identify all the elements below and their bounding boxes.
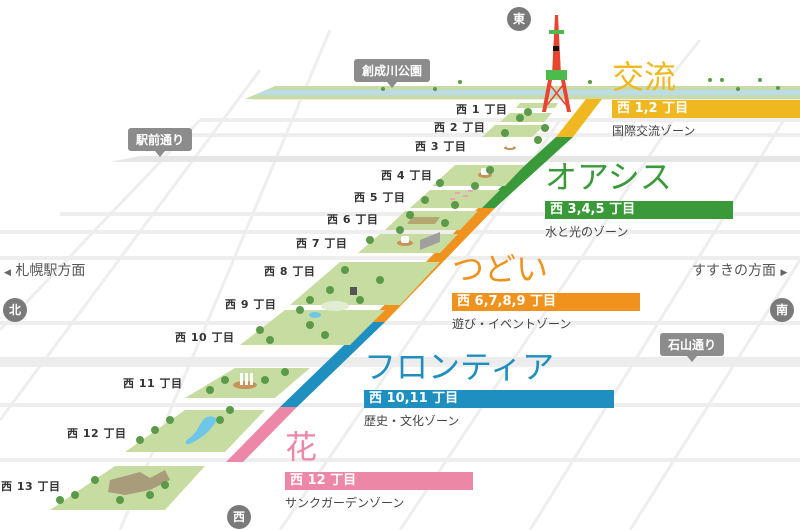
zone-title: つどい <box>452 250 549 288</box>
zone-title: オアシス <box>545 158 672 196</box>
block-label: 西 11 丁目 <box>123 377 183 390</box>
block-label: 西 4 丁目 <box>381 169 433 182</box>
arrow-right-icon: ▶ <box>780 268 788 278</box>
zone-tsudoi: つどい 西 6,7,8,9 丁目 遊び・イベントゾーン <box>452 252 640 332</box>
to-susukino-label: すすきの方面 ▶ <box>692 263 788 279</box>
trees <box>56 108 549 504</box>
zone-blocks-bar: 西 1,2 丁目 <box>612 100 800 118</box>
zone-description: サンクガーデンゾーン <box>285 496 405 510</box>
block-label: 西 9 丁目 <box>225 298 277 311</box>
arrow-left-icon: ◀ <box>4 268 11 278</box>
block-label: 西 6 丁目 <box>327 213 379 226</box>
riverside-trees <box>381 78 780 91</box>
block-label: 西 13 丁目 <box>1 480 61 493</box>
zone-title: フロンティア <box>364 348 555 386</box>
block-label: 西 7 丁目 <box>296 237 348 250</box>
ishiyama-dori-callout: 石山通り <box>660 333 725 362</box>
block-label: 西 10 丁目 <box>175 331 235 344</box>
zone-title: 交流 <box>612 58 677 96</box>
compass-east: 東 <box>507 7 531 31</box>
ekimae-dori-callout: 駅前通り <box>128 128 193 157</box>
zone-blocks-bar: 西 12 丁目 <box>285 472 473 490</box>
zone-description: 遊び・イベントゾーン <box>452 317 572 331</box>
zone-blocks-bar: 西 6,7,8,9 丁目 <box>452 293 640 311</box>
zone-title: 花 <box>285 428 318 466</box>
block-label: 西 12 丁目 <box>67 427 127 440</box>
zone-description: 水と光のゾーン <box>545 225 629 239</box>
tv-tower-icon <box>542 15 571 112</box>
block-label: 西 1 丁目 <box>456 103 508 116</box>
zone-blocks-bar: 西 3,4,5 丁目 <box>545 201 733 219</box>
zone-description: 国際交流ゾーン <box>612 124 696 138</box>
block-label: 西 5 丁目 <box>354 191 406 204</box>
zone-koryu: 交流 西 1,2 丁目 国際交流ゾーン <box>612 60 800 139</box>
zone-description: 歴史・文化ゾーン <box>364 414 460 428</box>
sosei-river-park-callout: 創成川公園 <box>354 59 431 88</box>
block-label: 西 2 丁目 <box>434 121 486 134</box>
zone-hana: 花 西 12 丁目 サンクガーデンゾーン <box>285 430 473 511</box>
compass-south: 南 <box>770 298 794 322</box>
compass-north: 北 <box>3 298 27 322</box>
zone-oasis: オアシス 西 3,4,5 丁目 水と光のゾーン <box>545 160 733 240</box>
block-label: 西 3 丁目 <box>415 140 467 153</box>
block-label: 西 8 丁目 <box>264 265 316 278</box>
zone-blocks-bar: 西 10,11 丁目 <box>364 390 614 408</box>
compass-west: 西 <box>227 505 251 529</box>
zone-frontier: フロンティア 西 10,11 丁目 歴史・文化ゾーン <box>364 350 614 429</box>
park-features <box>108 143 516 495</box>
to-sapporo-station-label: ◀ 札幌駅方面 <box>4 263 86 279</box>
